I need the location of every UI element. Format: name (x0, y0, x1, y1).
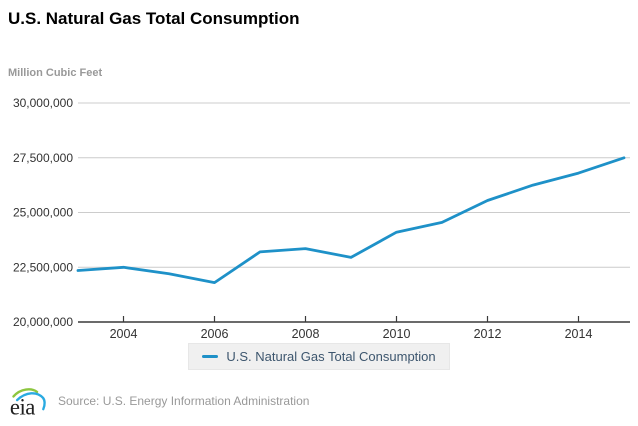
chart-title: U.S. Natural Gas Total Consumption (8, 9, 300, 28)
eia-logo: eia (10, 388, 46, 418)
y-tick-label: 27,500,000 (13, 151, 73, 165)
data-series-line (76, 156, 626, 285)
y-tick-label: 22,500,000 (13, 260, 73, 274)
x-tick-label: 2010 (383, 327, 411, 341)
legend-label: U.S. Natural Gas Total Consumption (226, 349, 436, 364)
y-tick-label: 30,000,000 (13, 96, 73, 110)
y-axis-unit-label: Million Cubic Feet (8, 67, 103, 79)
y-tick-label: 25,000,000 (13, 206, 73, 220)
line-chart: 20,000,000 22,500,000 25,000,000 27,500,000… (13, 96, 630, 341)
eia-logo-green-swoosh-icon (12, 388, 39, 398)
x-tick-label: 2014 (565, 327, 593, 341)
source-text: Source: U.S. Energy Information Administ… (58, 394, 310, 408)
y-tick-label: 20,000,000 (13, 315, 73, 329)
eia-logo-blue-swoosh-icon (15, 392, 46, 411)
x-tick-label: 2004 (110, 327, 138, 341)
legend-row: U.S. Natural Gas Total Consumption (0, 343, 638, 370)
x-tick-label: 2012 (474, 327, 502, 341)
footer: eia Source: U.S. Energy Information Admi… (8, 384, 309, 418)
x-tick-label: 2008 (292, 327, 320, 341)
x-tick-label: 2006 (201, 327, 229, 341)
eia-logo-text: eia (10, 395, 35, 418)
legend-item[interactable]: U.S. Natural Gas Total Consumption (188, 343, 450, 370)
legend-line-marker-icon (202, 355, 219, 358)
